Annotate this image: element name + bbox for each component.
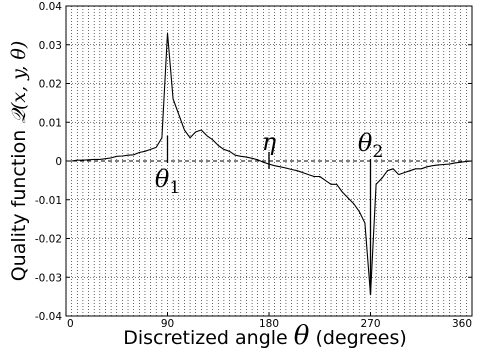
x-axis-label-symbol: θ <box>294 321 310 351</box>
y-tick-label: 0.02 <box>39 79 62 91</box>
x-tick-label: 180 <box>259 318 279 330</box>
y-tick-label: -0.04 <box>35 311 62 323</box>
series-layer <box>66 32 473 296</box>
x-axis-label-unit: (degrees) <box>315 327 406 349</box>
x-axis-label-text: Discretized angle <box>123 327 288 349</box>
y-axis-label-text: Quality function <box>8 130 30 282</box>
y-tick-label: 0.03 <box>39 40 62 52</box>
x-tick-label: 360 <box>452 318 472 330</box>
y-axis-label: Quality function 𝒬(x, y, θ) <box>8 41 30 282</box>
y-tick-label: 0.04 <box>39 1 63 13</box>
x-tick-label: 90 <box>161 318 174 330</box>
grid-lines <box>66 6 472 316</box>
x-tick-label: 0 <box>67 318 74 330</box>
x-axis-label: Discretized angle θ (degrees) <box>123 321 407 351</box>
annotations: θ1 η θ2 <box>155 128 383 198</box>
x-tick-label: 270 <box>360 318 380 330</box>
quality-series-line <box>66 32 473 296</box>
y-axis-ticks: -0.04 -0.03 -0.02 -0.01 0 0.01 0.02 0.03 0.04 <box>35 1 472 323</box>
annotation-markers <box>166 135 372 295</box>
annotation-theta-1: θ1 <box>155 165 180 198</box>
annotation-eta: η <box>262 128 277 156</box>
x-axis-ticks: 0 90 180 270 360 <box>65 312 473 330</box>
annotation-theta-2: θ2 <box>358 129 383 162</box>
y-tick-label: 0 <box>55 156 62 168</box>
y-tick-label: -0.03 <box>35 272 62 284</box>
y-axis-label-symbol: 𝒬(x, y, θ) <box>8 41 30 124</box>
y-tick-label: -0.02 <box>35 234 62 246</box>
y-tick-label: 0.01 <box>39 117 62 129</box>
y-tick-label: -0.01 <box>35 195 62 207</box>
